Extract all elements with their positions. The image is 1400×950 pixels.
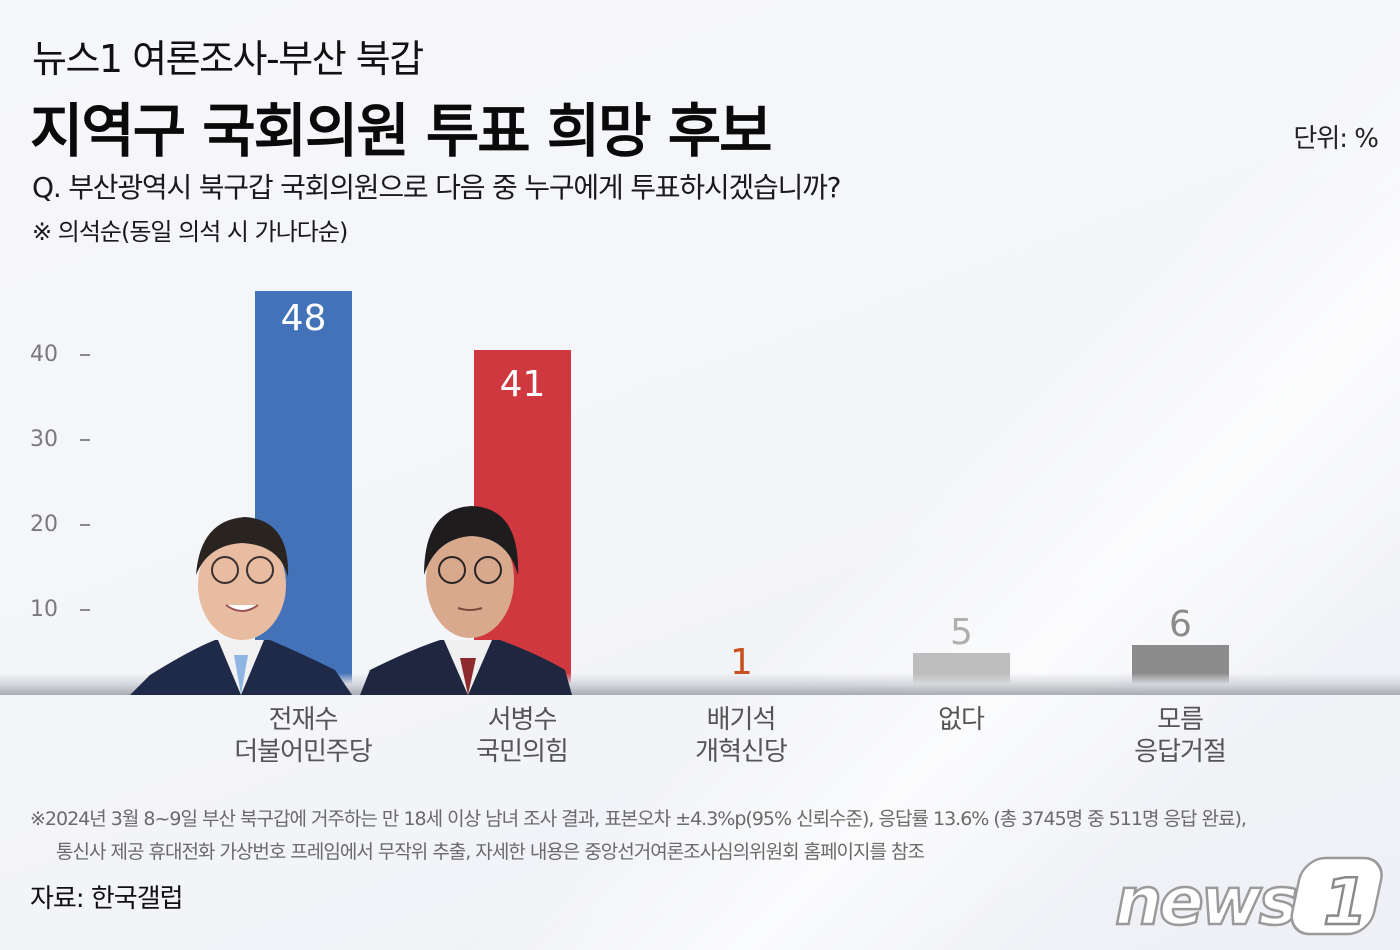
methodology-note-line1: ※2024년 3월 8~9일 부산 북구갑에 거주하는 만 18세 이상 남녀 … (30, 808, 1247, 830)
candidate-name: 배기석 (706, 705, 777, 735)
candidate-photo-seo (360, 506, 572, 695)
y-tick-40: 40 (30, 342, 90, 367)
y-tick-label: 40 (30, 342, 58, 367)
y-tick-label: 10 (30, 597, 58, 622)
category-subname: 응답거절 (1134, 737, 1227, 767)
candidate-party: 개혁신당 (695, 737, 788, 767)
y-tick-label: 30 (30, 427, 58, 452)
candidate-photo-jeon (130, 517, 352, 695)
bar-jeon-jaesu (255, 291, 352, 695)
bar-value-label: 41 (499, 364, 546, 405)
y-tick-10: 10 (30, 597, 90, 622)
ordering-note: ※ 의석순(동일 의석 시 가나다순) (32, 218, 348, 246)
category-label-seo: 서병수 국민의힘 (412, 704, 632, 768)
chart-baseline (0, 673, 1400, 695)
candidate-name: 전재수 (268, 705, 339, 735)
unit-label: 단위: % (1293, 124, 1379, 154)
tick-mark (80, 439, 90, 441)
bar-value-label: 1 (730, 642, 753, 683)
category-label-jeon: 전재수 더불어민주당 (193, 704, 413, 768)
category-label-dont-know: 모름 응답거절 (1070, 704, 1290, 768)
candidate-party: 국민의힘 (476, 737, 569, 767)
methodology-note-line2: 통신사 제공 휴대전화 가상번호 프레임에서 무작위 추출, 자세한 내용은 중… (56, 841, 925, 863)
category-name: 모름 (1157, 705, 1204, 735)
candidate-name: 서병수 (487, 705, 558, 735)
bar-value-label: 6 (1169, 604, 1192, 645)
y-tick-30: 30 (30, 427, 90, 452)
y-tick-label: 20 (30, 512, 58, 537)
news1-logo-icon: news 1 (1114, 856, 1383, 936)
candidate-party: 더불어민주당 (234, 737, 373, 767)
y-tick-20: 20 (30, 512, 90, 537)
survey-question: Q. 부산광역시 북구갑 국회의원으로 다음 중 누구에게 투표하시겠습니까? (32, 171, 842, 204)
bar-value-label: 48 (280, 298, 327, 339)
category-name: 없다 (938, 705, 985, 735)
category-label-bae: 배기석 개혁신당 (631, 704, 851, 768)
chart-title: 지역구 국회의원 투표 희망 후보 (30, 97, 772, 165)
svg-text:1: 1 (1323, 866, 1368, 936)
tick-mark (80, 354, 90, 356)
tick-mark (80, 524, 90, 526)
category-label-none: 없다 (851, 704, 1071, 736)
chart-subtitle: 뉴스1 여론조사-부산 북갑 (32, 37, 424, 81)
bar-value-label: 5 (950, 612, 973, 653)
svg-text:news: news (1115, 863, 1296, 936)
tick-mark (80, 609, 90, 611)
data-source: 자료: 한국갤럽 (30, 884, 184, 914)
